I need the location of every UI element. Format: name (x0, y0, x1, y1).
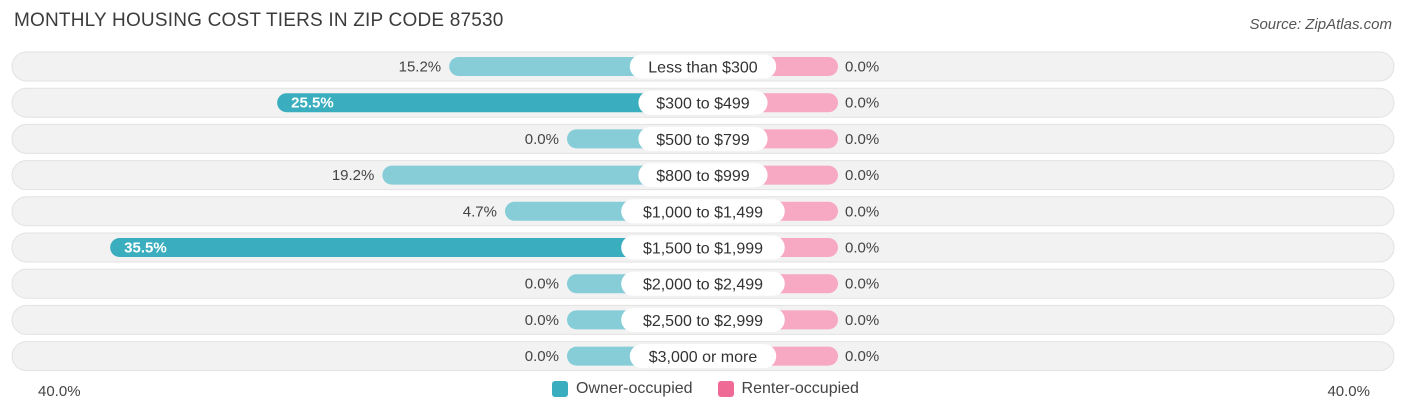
renter-value-label: 0.0% (845, 203, 879, 220)
renter-value-label: 0.0% (845, 167, 879, 184)
renter-value-label: 0.0% (845, 240, 879, 257)
renter-value-label: 0.0% (845, 59, 879, 76)
renter-value-label: 0.0% (845, 95, 879, 112)
category-pill (621, 307, 785, 332)
category-pill (638, 126, 768, 151)
legend: Owner-occupied Renter-occupied (0, 380, 1406, 398)
category-pill (621, 235, 785, 260)
category-label: $500 to $799 (656, 132, 750, 149)
category-label: $2,000 to $2,499 (643, 277, 763, 294)
legend-item-owner[interactable]: Owner-occupied (552, 380, 693, 398)
category-label: $1,500 to $1,999 (643, 241, 763, 258)
owner-value-label: 0.0% (525, 131, 559, 148)
category-pill (638, 90, 768, 115)
owner-value-label: 0.0% (525, 276, 559, 293)
owner-bar (382, 165, 703, 185)
chart-source: Source: ZipAtlas.com (1249, 16, 1392, 33)
legend-swatch-owner (552, 381, 569, 397)
renter-value-label: 0.0% (845, 131, 879, 148)
category-label: $1,000 to $1,499 (643, 204, 763, 221)
category-pill (629, 54, 777, 79)
owner-value-label: 0.0% (525, 348, 559, 365)
renter-value-label: 0.0% (845, 312, 879, 329)
owner-value-label: 19.2% (332, 167, 375, 184)
legend-label-renter: Renter-occupied (741, 380, 859, 397)
owner-value-label: 25.5% (291, 95, 334, 112)
category-label: $3,000 or more (649, 349, 758, 366)
legend-label-owner: Owner-occupied (576, 380, 693, 397)
renter-value-label: 0.0% (845, 348, 879, 365)
axis-label-left: 40.0% (38, 383, 81, 400)
category-label: $300 to $499 (656, 96, 750, 113)
legend-item-renter[interactable]: Renter-occupied (717, 380, 859, 398)
owner-value-label: 4.7% (463, 203, 497, 220)
category-label: Less than $300 (648, 60, 758, 77)
renter-value-label: 0.0% (845, 276, 879, 293)
chart-title: MONTHLY HOUSING COST TIERS IN ZIP CODE 8… (14, 10, 504, 31)
category-pill (638, 163, 768, 188)
owner-bar (110, 238, 703, 257)
owner-value-label: 15.2% (399, 59, 442, 76)
category-pill (621, 271, 785, 296)
legend-swatch-renter (717, 381, 734, 397)
category-label: $800 to $999 (656, 168, 750, 185)
category-label: $2,500 to $2,999 (643, 313, 763, 330)
axis-label-right: 40.0% (1327, 383, 1370, 400)
owner-value-label: 35.5% (124, 240, 167, 257)
category-pill (629, 344, 777, 369)
owner-value-label: 0.0% (525, 312, 559, 329)
owner-bar (277, 93, 703, 113)
category-pill (621, 199, 785, 224)
